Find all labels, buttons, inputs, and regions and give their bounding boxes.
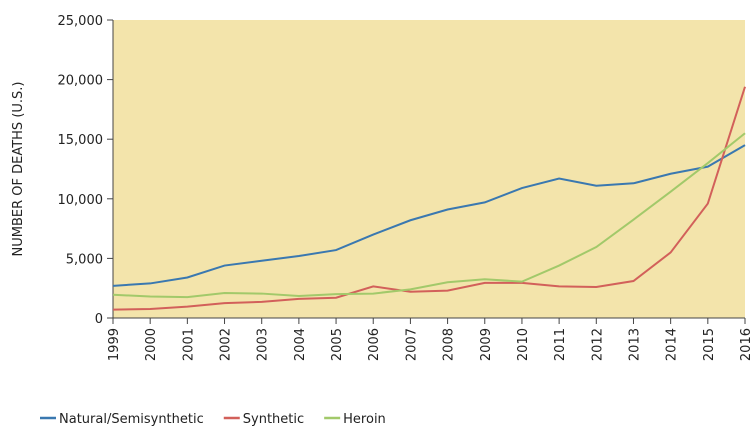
x-tick-label: 2007 xyxy=(404,328,419,361)
x-tick-label: 2015 xyxy=(702,328,717,361)
x-tick-label: 2011 xyxy=(553,328,568,361)
x-tick-label: 2012 xyxy=(590,328,605,361)
x-tick-label: 2013 xyxy=(627,328,642,361)
series-line xyxy=(112,132,746,299)
x-tick-label: 2005 xyxy=(330,328,345,361)
series-line xyxy=(112,144,746,287)
x-tick-label: 2003 xyxy=(256,328,271,361)
y-tick-label: 10,000 xyxy=(58,193,104,208)
y-tick-label: 25,000 xyxy=(58,14,104,29)
x-tick-label: 2001 xyxy=(181,328,196,361)
plot-background xyxy=(113,20,745,318)
series-line xyxy=(112,86,746,311)
y-tick-label: 0 xyxy=(95,312,103,327)
x-tick-label: 2008 xyxy=(442,328,457,361)
x-tick-label: 2002 xyxy=(219,328,234,361)
x-tick-label: 2004 xyxy=(293,328,308,361)
x-tick-label: 1999 xyxy=(107,328,122,361)
x-tick-label: 2016 xyxy=(739,328,754,361)
x-tick-label: 2014 xyxy=(665,328,680,361)
x-tick-label: 2010 xyxy=(516,328,531,361)
y-tick-label: 15,000 xyxy=(58,133,104,148)
y-tick-label: 5,000 xyxy=(66,252,103,267)
y-tick-label: 20,000 xyxy=(58,74,104,89)
legend-label: Heroin xyxy=(343,412,386,427)
legend-label: Natural/Semisynthetic xyxy=(59,412,204,427)
y-axis-label: NUMBER OF DEATHS (U.S.) xyxy=(11,82,26,257)
legend-label: Synthetic xyxy=(243,412,304,427)
x-tick-label: 2006 xyxy=(367,328,382,361)
x-tick-label: 2009 xyxy=(479,328,494,361)
x-tick-label: 2000 xyxy=(144,328,159,361)
